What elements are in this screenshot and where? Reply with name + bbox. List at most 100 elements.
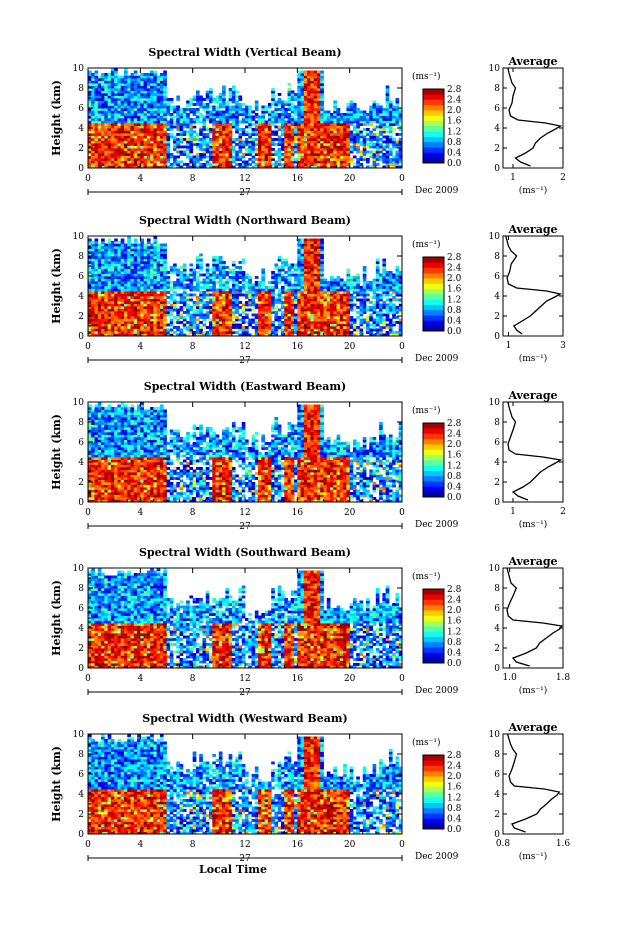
heatmap-cell <box>245 296 249 299</box>
heatmap-cell <box>245 316 249 319</box>
heatmap-cell <box>130 123 135 126</box>
heatmap-cell <box>91 263 95 267</box>
heatmap-cell <box>316 311 321 314</box>
heatmap-cell <box>346 125 351 129</box>
heatmap-cell <box>326 150 331 154</box>
heatmap-cell <box>169 266 174 269</box>
heatmap-cell <box>156 248 161 252</box>
heatmap-cell <box>137 316 141 319</box>
heatmap-cell <box>215 100 220 104</box>
heatmap-cell <box>120 160 125 164</box>
heatmap-cell <box>323 328 328 332</box>
heatmap-cell <box>284 263 288 267</box>
heatmap-cell <box>117 246 122 249</box>
heatmap-cell <box>114 130 118 134</box>
heatmap-cell <box>120 258 125 262</box>
heatmap-cell <box>173 291 177 294</box>
heatmap-cell <box>114 258 118 262</box>
heatmap-cell <box>163 248 167 252</box>
heatmap-cell <box>153 88 158 91</box>
heatmap-cell <box>333 140 337 144</box>
heatmap-cell <box>202 318 207 322</box>
heatmap-cell <box>120 110 125 114</box>
heatmap-cell <box>307 138 311 141</box>
heatmap-cell <box>215 333 220 337</box>
heatmap-cell <box>316 328 321 332</box>
heatmap-cell <box>117 88 122 91</box>
heatmap-cell <box>245 115 249 119</box>
heatmap-cell <box>153 90 158 94</box>
heatmap-cell <box>336 158 341 161</box>
heatmap-cell <box>231 311 236 314</box>
heatmap-cell <box>153 115 158 119</box>
heatmap-cell <box>385 103 390 106</box>
heatmap-cell <box>192 273 197 277</box>
heatmap-cell <box>307 80 311 84</box>
heatmap-cell <box>375 108 380 111</box>
heatmap-cell <box>143 80 148 84</box>
heatmap-cell <box>277 316 282 319</box>
heatmap-cell <box>143 246 148 249</box>
heatmap-cell <box>222 163 226 166</box>
heatmap-cell <box>133 118 138 121</box>
heatmap-cell <box>356 130 360 134</box>
heatmap-cell <box>209 140 213 144</box>
heatmap-cell <box>218 120 223 124</box>
heatmap-cell <box>310 108 315 111</box>
heatmap-cell <box>173 293 177 297</box>
heatmap-cell <box>297 301 301 304</box>
heatmap-cell <box>323 313 328 317</box>
heatmap-cell <box>326 165 331 169</box>
heatmap-cell <box>137 78 141 81</box>
heatmap-cell <box>114 160 118 164</box>
heatmap-cell <box>153 165 158 169</box>
heatmap-cell <box>130 293 135 297</box>
heatmap-cell <box>156 100 161 104</box>
heatmap-cell <box>238 105 243 109</box>
heatmap-cell <box>398 118 403 121</box>
heatmap-cell <box>316 133 321 136</box>
heatmap-cell <box>110 283 115 287</box>
heatmap-cell <box>277 301 282 304</box>
heatmap-cell <box>159 251 164 254</box>
heatmap-cell <box>101 158 105 161</box>
heatmap-cell <box>130 108 135 111</box>
heatmap-cell <box>320 306 324 309</box>
heatmap-cell <box>110 163 115 166</box>
heatmap-cell <box>254 153 259 156</box>
heatmap-cell <box>153 128 158 131</box>
heatmap-cell <box>310 268 315 272</box>
heatmap-cell <box>254 303 259 307</box>
heatmap-cell <box>284 326 288 329</box>
heatmap-cell <box>212 281 216 284</box>
heatmap-cell <box>146 273 151 277</box>
heatmap-cell <box>228 145 233 149</box>
heatmap-cell <box>133 303 138 307</box>
heatmap-cell <box>330 296 334 299</box>
heatmap-cell <box>290 148 295 151</box>
heatmap-cell <box>159 108 164 111</box>
heatmap-cell <box>110 286 115 289</box>
heatmap-cell <box>284 318 288 322</box>
heatmap-cell <box>97 125 102 129</box>
heatmap-cell <box>192 95 197 99</box>
heatmap-cell <box>150 85 154 89</box>
heatmap-cell <box>369 165 373 169</box>
heatmap-cell <box>307 293 311 297</box>
heatmap-cell <box>258 308 262 312</box>
heatmap-cell <box>375 163 380 166</box>
heatmap-cell <box>254 293 259 297</box>
heatmap-cell <box>101 110 105 114</box>
heatmap-cell <box>241 128 246 131</box>
heatmap-cell <box>114 80 118 84</box>
heatmap-cell <box>326 163 331 166</box>
heatmap-cell <box>228 321 233 324</box>
heatmap-cell <box>169 128 174 131</box>
heatmap-cell <box>313 316 318 319</box>
heatmap-cell <box>209 105 213 109</box>
heatmap-cell <box>117 241 122 244</box>
heatmap-cell <box>104 93 109 96</box>
profile-y-tick-label: 0 <box>494 164 500 174</box>
heatmap-cell <box>94 158 99 161</box>
heatmap-cell <box>356 125 360 129</box>
